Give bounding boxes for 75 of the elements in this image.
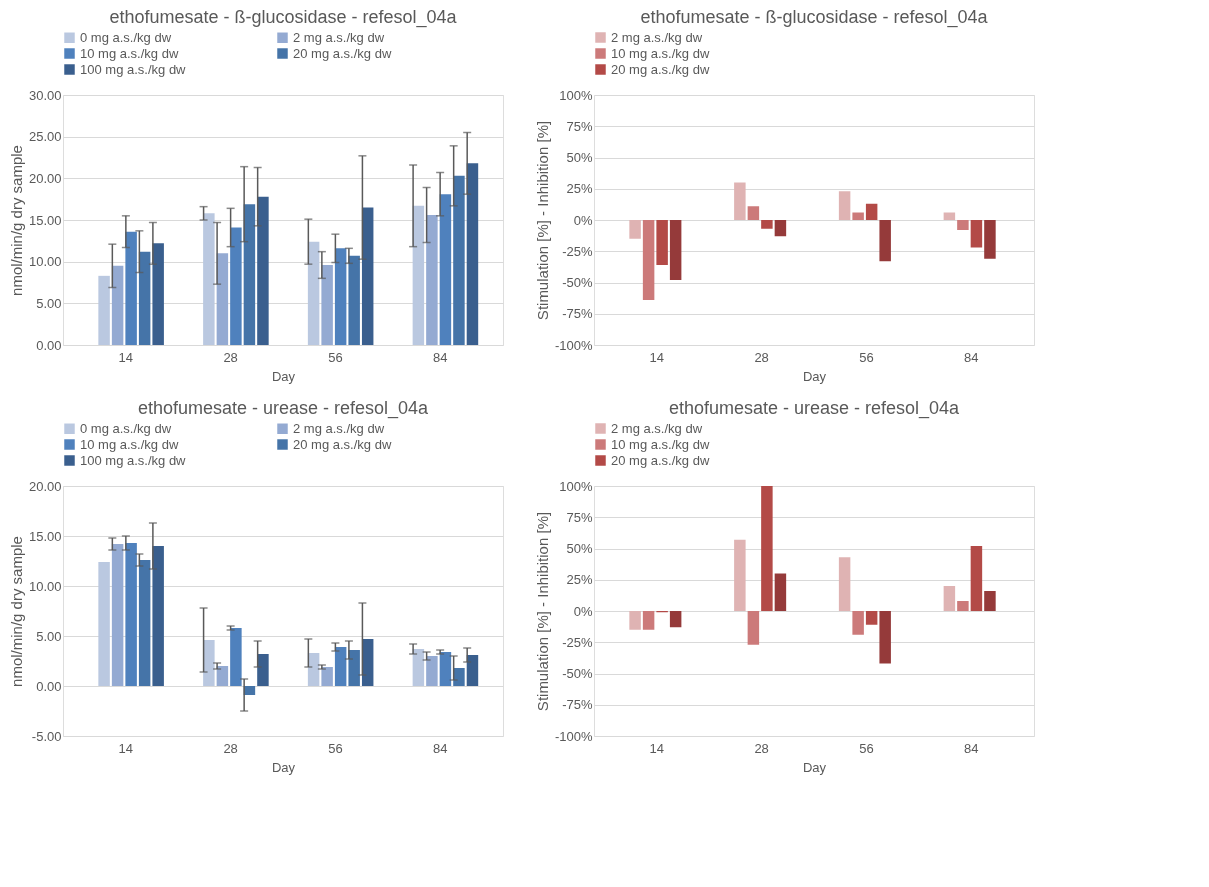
y-tick-label: 25% (566, 572, 593, 588)
x-tick-label: 56 (328, 740, 343, 756)
x-tick-label: 14 (649, 740, 665, 756)
y-tick-label: -75% (562, 306, 593, 322)
x-tick-label: 84 (432, 349, 448, 365)
x-tick-label: 28 (754, 349, 769, 365)
y-axis-title: Stimulation [%] - Inhibition [%] (533, 120, 551, 321)
y-tick-label: 25% (566, 181, 593, 197)
x-tick-label: 84 (963, 740, 979, 756)
y-tick-label: 0% (573, 212, 593, 228)
y-tick-label: -25% (562, 243, 593, 259)
legend-label: 0 mg a.s./kg dw (80, 420, 172, 436)
x-tick-label: 56 (859, 740, 874, 756)
legend-label: 2 mg a.s./kg dw (611, 29, 703, 45)
y-tick-label: 15.00 (28, 528, 62, 544)
y-tick-label: -50% (562, 666, 593, 681)
legend-label: 2 mg a.s./kg dw (293, 420, 385, 436)
y-tick-label: 5.00 (36, 628, 62, 644)
y-tick-label: 20.00 (28, 170, 62, 186)
legend-label: 20 mg a.s./kg dw (611, 452, 710, 468)
y-tick-label: 25.00 (28, 129, 62, 145)
y-tick-label: 10.00 (28, 578, 62, 594)
y-tick-label: 5.00 (36, 295, 62, 311)
x-axis-title: Day (802, 368, 827, 384)
x-axis-title: Day (271, 368, 296, 384)
chart-title: ethofumesate - urease - refesol_04a (137, 398, 430, 419)
legend-label: 10 mg a.s./kg dw (611, 436, 710, 452)
x-axis-title: Day (271, 759, 296, 775)
legend-label: 10 mg a.s./kg dw (611, 45, 710, 61)
chart-title: ethofumesate - ß-glucosidase - refesol_04a (640, 7, 989, 28)
y-tick-label: 10.00 (28, 254, 62, 270)
legend-label: 10 mg a.s./kg dw (80, 45, 179, 61)
y-tick-label: -50% (562, 275, 593, 290)
y-tick-label: -100% (554, 728, 593, 744)
x-tick-label: 84 (432, 740, 448, 756)
y-tick-label: -5.00 (31, 728, 62, 744)
y-tick-label: 0.00 (36, 678, 62, 694)
x-tick-label: 28 (223, 349, 238, 365)
x-tick-label: 14 (118, 740, 134, 756)
legend-label: 100 mg a.s./kg dw (80, 61, 187, 77)
y-tick-label: 0% (573, 603, 593, 619)
y-axis-title: Stimulation [%] - Inhibition [%] (533, 511, 551, 712)
y-tick-label: 100% (559, 87, 593, 103)
legend-label: 20 mg a.s./kg dw (293, 45, 392, 61)
y-tick-label: 50% (566, 150, 593, 165)
legend-label: 100 mg a.s./kg dw (80, 452, 187, 468)
legend-label: 2 mg a.s./kg dw (293, 29, 385, 45)
legend-label: 10 mg a.s./kg dw (80, 436, 179, 452)
y-axis-title: nmol/min/g dry sample (7, 536, 25, 687)
x-tick-label: 28 (223, 740, 238, 756)
x-tick-label: 56 (859, 349, 874, 365)
legend-label: 20 mg a.s./kg dw (611, 61, 710, 77)
x-axis-title: Day (802, 759, 827, 775)
x-tick-label: 14 (118, 349, 134, 365)
x-tick-label: 14 (649, 349, 665, 365)
y-tick-label: 75% (566, 509, 593, 525)
y-tick-label: -25% (562, 634, 593, 650)
y-tick-label: 100% (559, 478, 593, 494)
chart-title: ethofumesate - ß-glucosidase - refesol_04a (109, 7, 458, 28)
x-tick-label: 84 (963, 349, 979, 365)
legend-label: 2 mg a.s./kg dw (611, 420, 703, 436)
y-tick-label: 50% (566, 541, 593, 556)
legend-label: 20 mg a.s./kg dw (293, 436, 392, 452)
y-tick-label: 20.00 (28, 478, 62, 494)
chart-title: ethofumesate - urease - refesol_04a (668, 398, 961, 419)
y-tick-label: 75% (566, 118, 593, 134)
y-tick-label: 30.00 (28, 87, 62, 103)
legend-label: 0 mg a.s./kg dw (80, 29, 172, 45)
y-axis-title: nmol/min/g dry sample (7, 145, 25, 296)
y-tick-label: -75% (562, 697, 593, 713)
y-tick-label: 0.00 (36, 337, 62, 353)
y-tick-label: 15.00 (28, 212, 62, 228)
y-tick-label: -100% (554, 337, 593, 353)
x-tick-label: 56 (328, 349, 343, 365)
x-tick-label: 28 (754, 740, 769, 756)
